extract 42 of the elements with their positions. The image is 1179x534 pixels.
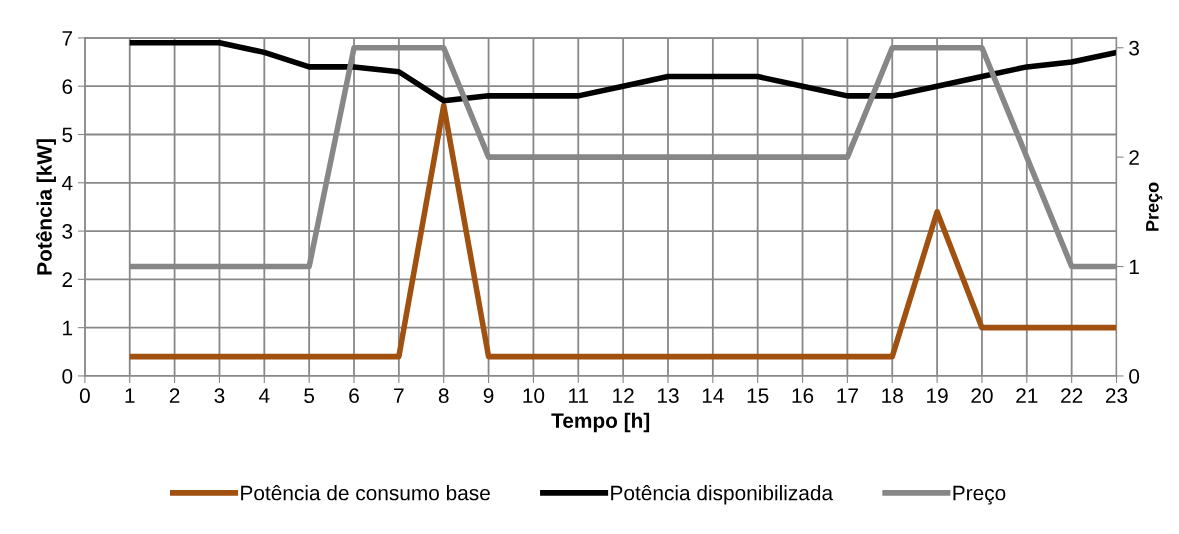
y-tick-label: 3	[62, 224, 73, 239]
x-axis-title: Tempo [h]	[551, 412, 650, 433]
x-tick-label: 5	[304, 388, 315, 404]
legend-label: Potência de consumo base	[241, 484, 490, 501]
x-tick-label: 22	[1061, 388, 1083, 403]
x-tick-label: 14	[702, 388, 724, 403]
x-tick-label: 0	[79, 388, 90, 404]
x-tick-label: 6	[349, 388, 359, 404]
x-tick-label: 21	[1016, 388, 1038, 403]
x-tick-label: 18	[882, 388, 903, 404]
y-axis-title: Potência [kW]	[36, 139, 56, 275]
x-tick-label: 23	[1105, 388, 1128, 404]
y-tick-label: 2	[62, 272, 73, 287]
y-tick-label: 7	[62, 31, 73, 46]
x-tick-label: 17	[837, 388, 858, 403]
y2-tick-label: 2	[1129, 150, 1139, 165]
y-tick-label: 6	[62, 79, 73, 94]
x-tick-label: 16	[792, 388, 814, 404]
x-tick-label: 8	[438, 388, 449, 404]
x-tick-label: 19	[927, 388, 948, 404]
y2-axis-title: Preço	[1146, 182, 1163, 231]
y2-tick-label: 1	[1129, 259, 1139, 275]
x-tick-label: 4	[258, 388, 270, 403]
y-tick-label: 4	[61, 176, 73, 191]
y2-tick-label: 3	[1129, 40, 1139, 56]
x-tick-label: 10	[523, 388, 545, 404]
legend-label: Preço	[953, 485, 1006, 505]
x-tick-label: 12	[613, 388, 634, 403]
x-tick-label: 3	[214, 388, 225, 404]
y2-tick-label: 0	[1129, 368, 1140, 384]
x-tick-label: 11	[569, 388, 589, 403]
x-tick-label: 2	[169, 388, 180, 403]
x-tick-label: 7	[394, 388, 404, 403]
x-tick-label: 13	[657, 388, 679, 404]
x-tick-label: 1	[125, 388, 135, 403]
y-tick-label: 5	[62, 127, 73, 143]
x-tick-label: 20	[971, 388, 993, 404]
y-tick-label: 0	[62, 368, 73, 384]
x-tick-label: 15	[747, 388, 769, 404]
x-tick-label: 9	[483, 388, 494, 404]
y-tick-label: 1	[63, 320, 73, 336]
legend-label: Potência disponibilizada	[611, 484, 834, 505]
